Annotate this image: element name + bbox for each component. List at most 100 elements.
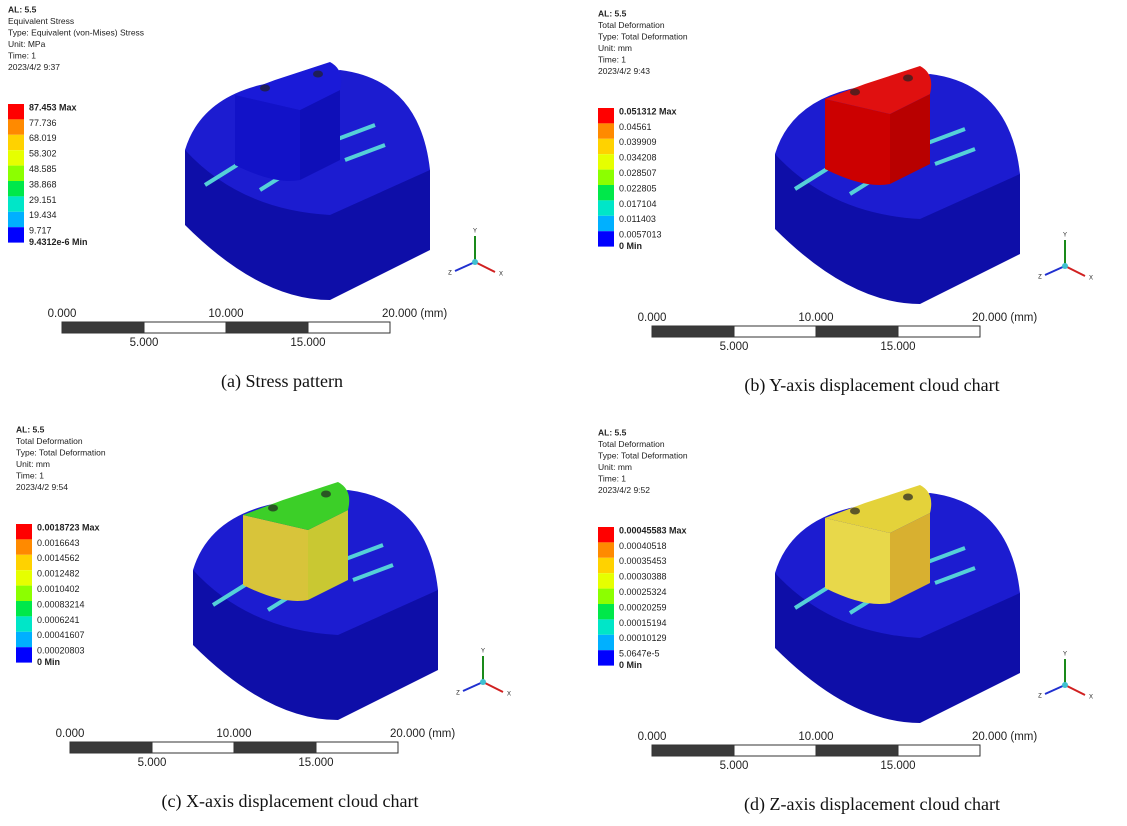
legend-band: [598, 635, 614, 650]
legend-band: [16, 586, 32, 601]
scale-label: 10.000: [216, 728, 251, 740]
header-line: Total Deformation: [598, 20, 665, 30]
hole: [850, 508, 860, 515]
scale-segment: [898, 745, 980, 756]
hole: [321, 491, 331, 498]
scale-label: 5.000: [720, 341, 749, 353]
scale-label: 10.000: [798, 312, 833, 324]
legend-band: [16, 539, 32, 554]
legend-label: 0.0014562: [37, 553, 80, 563]
header-line: Type: Total Deformation: [16, 447, 106, 457]
legend-band: [598, 185, 614, 200]
scale-segment: [734, 326, 816, 337]
model: [775, 66, 1020, 304]
header-line: AL: 5.5: [16, 424, 45, 434]
header-line: Type: Equivalent (von-Mises) Stress: [8, 27, 144, 37]
legend-label: 0.00045583 Max: [619, 525, 687, 535]
legend-label: 0.051312 Max: [619, 106, 677, 116]
triad-axis: [475, 262, 495, 272]
legend-label: 0.00020259: [619, 602, 667, 612]
triad-label: Y: [1063, 233, 1067, 239]
scale-label: 15.000: [298, 757, 333, 769]
triad-origin: [480, 679, 486, 685]
legend-label: 0.011403: [619, 214, 656, 224]
triad-axis: [463, 682, 483, 691]
scale-segment: [816, 326, 898, 337]
panel: AL: 5.5 Total DeformationType: Total Defo…: [598, 427, 1093, 815]
legend-band: [16, 524, 32, 539]
triad-origin: [472, 259, 478, 265]
block-side: [825, 99, 890, 185]
scale-segment: [62, 322, 144, 333]
scale-label: 0.000: [56, 728, 85, 740]
legend-band: [16, 632, 32, 647]
legend-band: [16, 616, 32, 631]
header-line: Type: Total Deformation: [598, 31, 688, 41]
triad-axis: [1045, 266, 1065, 275]
legend-band: [598, 650, 614, 665]
triad-label: X: [499, 272, 503, 278]
legend-label: 0.00041607: [37, 630, 85, 640]
caption: (c) X-axis displacement cloud chart: [162, 791, 419, 812]
header-line: Equivalent Stress: [8, 16, 74, 26]
legend-band: [8, 119, 24, 134]
legend-band: [16, 555, 32, 570]
legend-label: 0.0006241: [37, 615, 80, 625]
header-line: AL: 5.5: [598, 8, 627, 18]
model: [185, 62, 430, 300]
legend-label: 0.034208: [619, 153, 657, 163]
scale-segment: [152, 742, 234, 753]
legend-label: 5.0647e-5: [619, 649, 660, 659]
header-line: Time: 1: [8, 50, 36, 60]
header-line: Total Deformation: [16, 436, 83, 446]
hole: [313, 71, 323, 78]
legend-band: [598, 170, 614, 185]
legend-band: [598, 123, 614, 138]
scale-label: 15.000: [880, 341, 915, 353]
scale-segment: [308, 322, 390, 333]
legend-band: [598, 542, 614, 557]
header-line: 2023/4/2 9:54: [16, 482, 68, 492]
legend-band: [598, 139, 614, 154]
legend-band: [598, 154, 614, 169]
triad-label: X: [1089, 276, 1093, 282]
legend-label: 0.0016643: [37, 538, 80, 548]
legend-label: 9.717: [29, 226, 52, 236]
legend-label: 0.0012482: [37, 569, 80, 579]
triad-label: Z: [456, 691, 460, 697]
legend-label: 0.022805: [619, 183, 657, 193]
triad-label: Y: [1063, 652, 1067, 658]
scale-segment: [652, 326, 734, 337]
legend-band: [598, 558, 614, 573]
header-line: Time: 1: [598, 473, 626, 483]
header-line: AL: 5.5: [598, 427, 627, 437]
legend-label: 48.585: [29, 164, 57, 174]
scale-segment: [816, 745, 898, 756]
legend-label: 68.019: [29, 133, 57, 143]
legend-label: 0.0018723 Max: [37, 522, 100, 532]
triad-axis: [455, 262, 475, 271]
scale-segment: [226, 322, 308, 333]
legend-label: 19.434: [29, 210, 57, 220]
header-line: Unit: mm: [16, 459, 50, 469]
scale-segment: [70, 742, 152, 753]
legend-band: [8, 150, 24, 165]
legend-band: [8, 181, 24, 196]
legend-band: [16, 647, 32, 662]
header-line: Type: Total Deformation: [598, 450, 688, 460]
legend-label: 0.017104: [619, 199, 657, 209]
header-line: Unit: mm: [598, 462, 632, 472]
legend-label: 9.4312e-6 Min: [29, 237, 88, 247]
legend-label: 0.00010129: [619, 633, 667, 643]
header-line: Total Deformation: [598, 439, 665, 449]
legend-label: 0.00040518: [619, 541, 667, 551]
figure: AL: 5.5 Equivalent StressType: Equivalent…: [0, 0, 1127, 826]
legend-label: 0.00083214: [37, 599, 85, 609]
triad-label: Z: [1038, 275, 1042, 281]
hole: [850, 89, 860, 96]
legend-band: [598, 108, 614, 123]
scale-label: 20.000 (mm): [382, 308, 447, 320]
header-line: Unit: mm: [598, 43, 632, 53]
